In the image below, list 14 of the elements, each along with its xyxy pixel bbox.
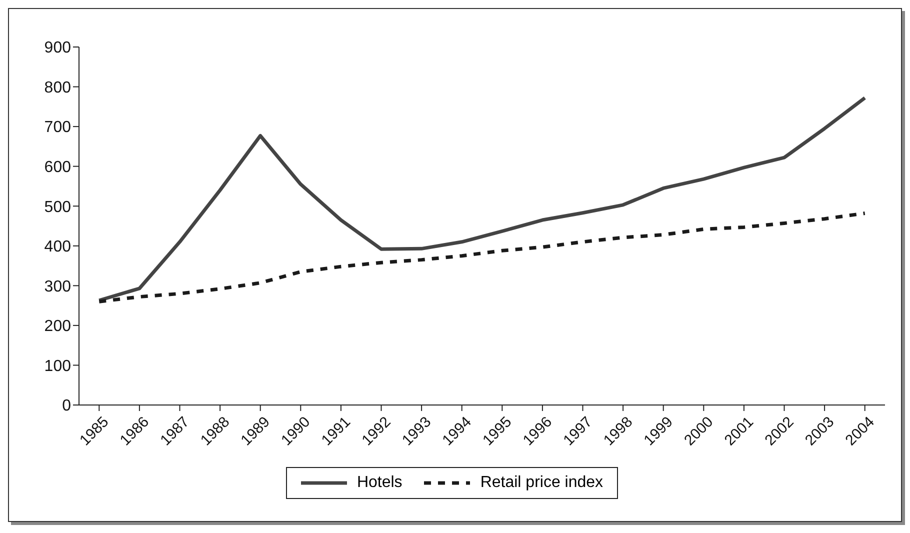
- y-tick-label: 800: [44, 79, 72, 96]
- y-tick-label: 500: [44, 198, 72, 216]
- y-tick-label: 600: [44, 159, 72, 176]
- y-tick-label: 100: [44, 358, 72, 375]
- legend-label: Retail price index: [479, 474, 604, 492]
- y-tick-label: 900: [44, 40, 72, 57]
- legend-label: Hotels: [356, 474, 402, 492]
- y-tick-label: 200: [44, 318, 72, 336]
- y-tick-label: 300: [44, 278, 72, 296]
- y-tick-label: 700: [44, 119, 72, 136]
- line-series: [97, 96, 867, 302]
- y-tick-label: 0: [62, 398, 72, 415]
- line-series: [97, 212, 867, 304]
- y-tick-label: 400: [44, 238, 72, 256]
